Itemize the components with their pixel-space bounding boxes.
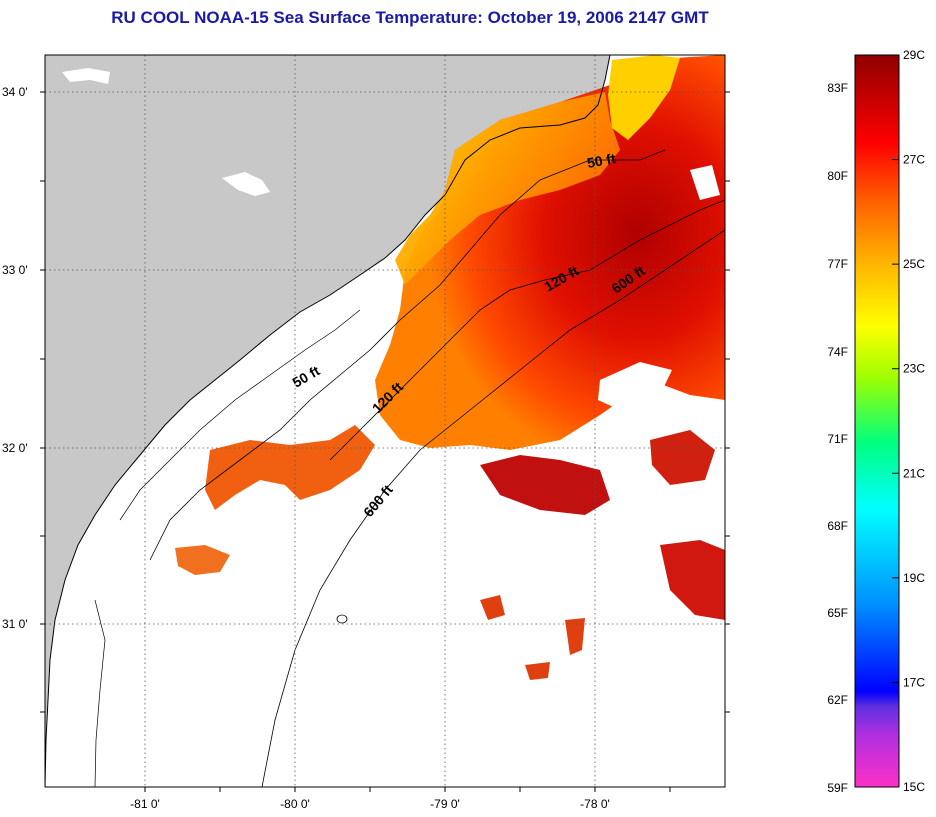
cloud-gap — [598, 362, 672, 410]
land-mass — [45, 55, 610, 787]
axis-ticks — [40, 91, 730, 792]
sst-patch-offshore — [480, 455, 610, 515]
sst-patch-south — [205, 425, 375, 510]
colorbar — [854, 54, 900, 788]
isobath-120ft — [329, 199, 725, 461]
inland-lake — [62, 68, 110, 84]
lon-label: -80 0' — [280, 797, 310, 811]
sst-patch-offshore — [660, 540, 725, 620]
colorbar-c-label: 25C — [903, 257, 925, 271]
lat-label: 33 0' — [2, 263, 28, 277]
colorbar-f-label: 65F — [827, 606, 848, 620]
colorbar-f-label: 68F — [827, 519, 848, 533]
sst-speck — [480, 595, 505, 620]
isobath-600ft-closed — [336, 614, 348, 624]
sst-speck — [565, 618, 585, 655]
sst-patch-south — [175, 545, 230, 575]
colorbar-c-label: 17C — [903, 675, 925, 689]
colorbar-c-label: 19C — [903, 571, 925, 585]
colorbar-f-label: 80F — [827, 169, 848, 183]
colorbar-c-label: 15C — [903, 780, 925, 794]
lat-label: 31 0' — [2, 617, 28, 631]
colorbar-f-label: 83F — [827, 81, 848, 95]
lat-label: 34 0' — [2, 85, 28, 99]
cloud-gap — [690, 165, 720, 200]
sst-speck — [525, 662, 550, 680]
map-title: RU COOL NOAA-15 Sea Surface Temperature:… — [111, 8, 709, 27]
colorbar-c-label: 29C — [903, 48, 925, 62]
colorbar-f-label: 71F — [827, 432, 848, 446]
colorbar-c-label: 27C — [903, 153, 925, 167]
lon-label: -81 0' — [130, 797, 160, 811]
coastline — [45, 55, 611, 787]
lat-label: 32 0' — [2, 441, 28, 455]
shoal-contour — [94, 599, 106, 787]
colorbar-f-label: 74F — [827, 345, 848, 359]
isobath-50ft — [149, 149, 666, 561]
shoal-contour — [119, 309, 361, 521]
colorbar-f-label: 77F — [827, 257, 848, 271]
colorbar-ticks — [892, 54, 899, 788]
colorbar-c-label: 21C — [903, 466, 925, 480]
sst-nearshore-region — [395, 92, 620, 285]
colorbar-f-label: 59F — [827, 781, 848, 795]
map-frame — [44, 54, 726, 788]
map-grid — [45, 55, 725, 787]
colorbar-c-labels: 29C 27C 25C 23C 21C 19C 17C 15C — [903, 48, 925, 794]
inland-lake — [222, 172, 270, 196]
sst-patch-offshore — [650, 430, 715, 485]
colorbar-c-label: 23C — [903, 362, 925, 376]
lon-label: -79 0' — [430, 797, 460, 811]
colorbar-f-label: 62F — [827, 693, 848, 707]
sst-nearshore-north — [608, 55, 680, 140]
isobath-label-50ft: 50 ft — [586, 150, 617, 171]
lon-label: -78 0' — [580, 797, 610, 811]
